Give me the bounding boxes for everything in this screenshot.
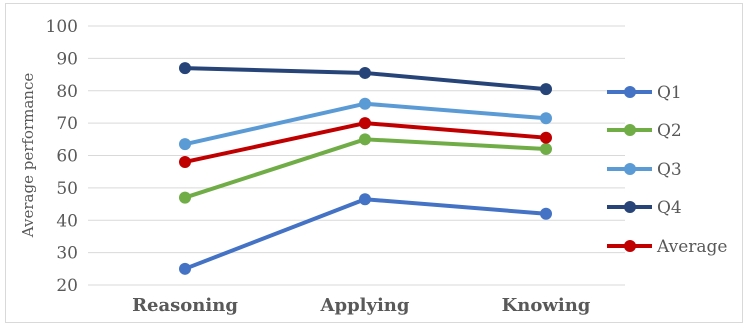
- legend-item: Q4: [607, 198, 682, 218]
- legend-label: Q3: [657, 160, 682, 180]
- y-tick-label: 100: [46, 17, 78, 37]
- legend-label: Q2: [657, 121, 682, 141]
- series-q4: [179, 62, 552, 96]
- legend-item: Q1: [607, 83, 682, 103]
- x-category-label: Knowing: [502, 295, 591, 316]
- data-point: [359, 193, 371, 206]
- legend: Q1 Q2 Q3 Q4 Average: [607, 83, 727, 257]
- legend-swatch-marker: [624, 240, 636, 252]
- legend-item: Average: [607, 237, 727, 257]
- legend-label: Q1: [657, 83, 682, 103]
- legend-swatch-marker: [624, 86, 636, 98]
- data-point: [179, 155, 191, 168]
- y-axis-title: Average performance: [19, 73, 37, 239]
- data-point: [540, 131, 552, 144]
- data-point: [540, 207, 552, 220]
- legend-label: Q4: [657, 198, 682, 218]
- series-line: [184, 137, 547, 200]
- y-tick-label: 40: [56, 211, 78, 231]
- series-line: [184, 197, 547, 271]
- y-tick-label: 20: [56, 276, 78, 296]
- data-point: [179, 191, 191, 204]
- legend-swatch-marker: [624, 124, 636, 136]
- y-tick-label: 50: [56, 179, 78, 199]
- data-point: [359, 117, 371, 130]
- data-point: [359, 66, 371, 79]
- data-point: [179, 138, 191, 151]
- series-lines: [179, 62, 552, 275]
- series-q3: [179, 97, 552, 151]
- data-point: [179, 62, 191, 75]
- series-q1: [179, 193, 552, 275]
- x-category-label: Applying: [320, 295, 410, 316]
- data-point: [540, 143, 552, 156]
- data-point: [359, 133, 371, 146]
- legend-swatch-marker: [624, 163, 636, 175]
- legend-item: Q2: [607, 121, 682, 141]
- series-average: [179, 117, 552, 168]
- x-axis-categories: Reasoning Applying Knowing: [132, 295, 591, 316]
- y-axis-ticks: 20 30 40 50 60 70 80 90 100: [46, 17, 78, 296]
- series-q2: [179, 133, 552, 204]
- y-tick-label: 60: [56, 147, 78, 167]
- data-point: [179, 262, 191, 275]
- chart-frame: [5, 3, 743, 323]
- legend-label: Average: [656, 237, 727, 257]
- data-point: [540, 112, 552, 125]
- y-tick-label: 70: [56, 114, 78, 134]
- y-tick-label: 30: [56, 244, 78, 264]
- y-tick-label: 90: [56, 49, 78, 69]
- legend-swatch-marker: [624, 201, 636, 213]
- data-point: [540, 83, 552, 96]
- gridlines: [88, 25, 625, 286]
- y-tick-label: 80: [56, 82, 78, 102]
- x-category-label: Reasoning: [132, 295, 238, 316]
- legend-item: Q3: [607, 160, 682, 180]
- data-point: [359, 97, 371, 110]
